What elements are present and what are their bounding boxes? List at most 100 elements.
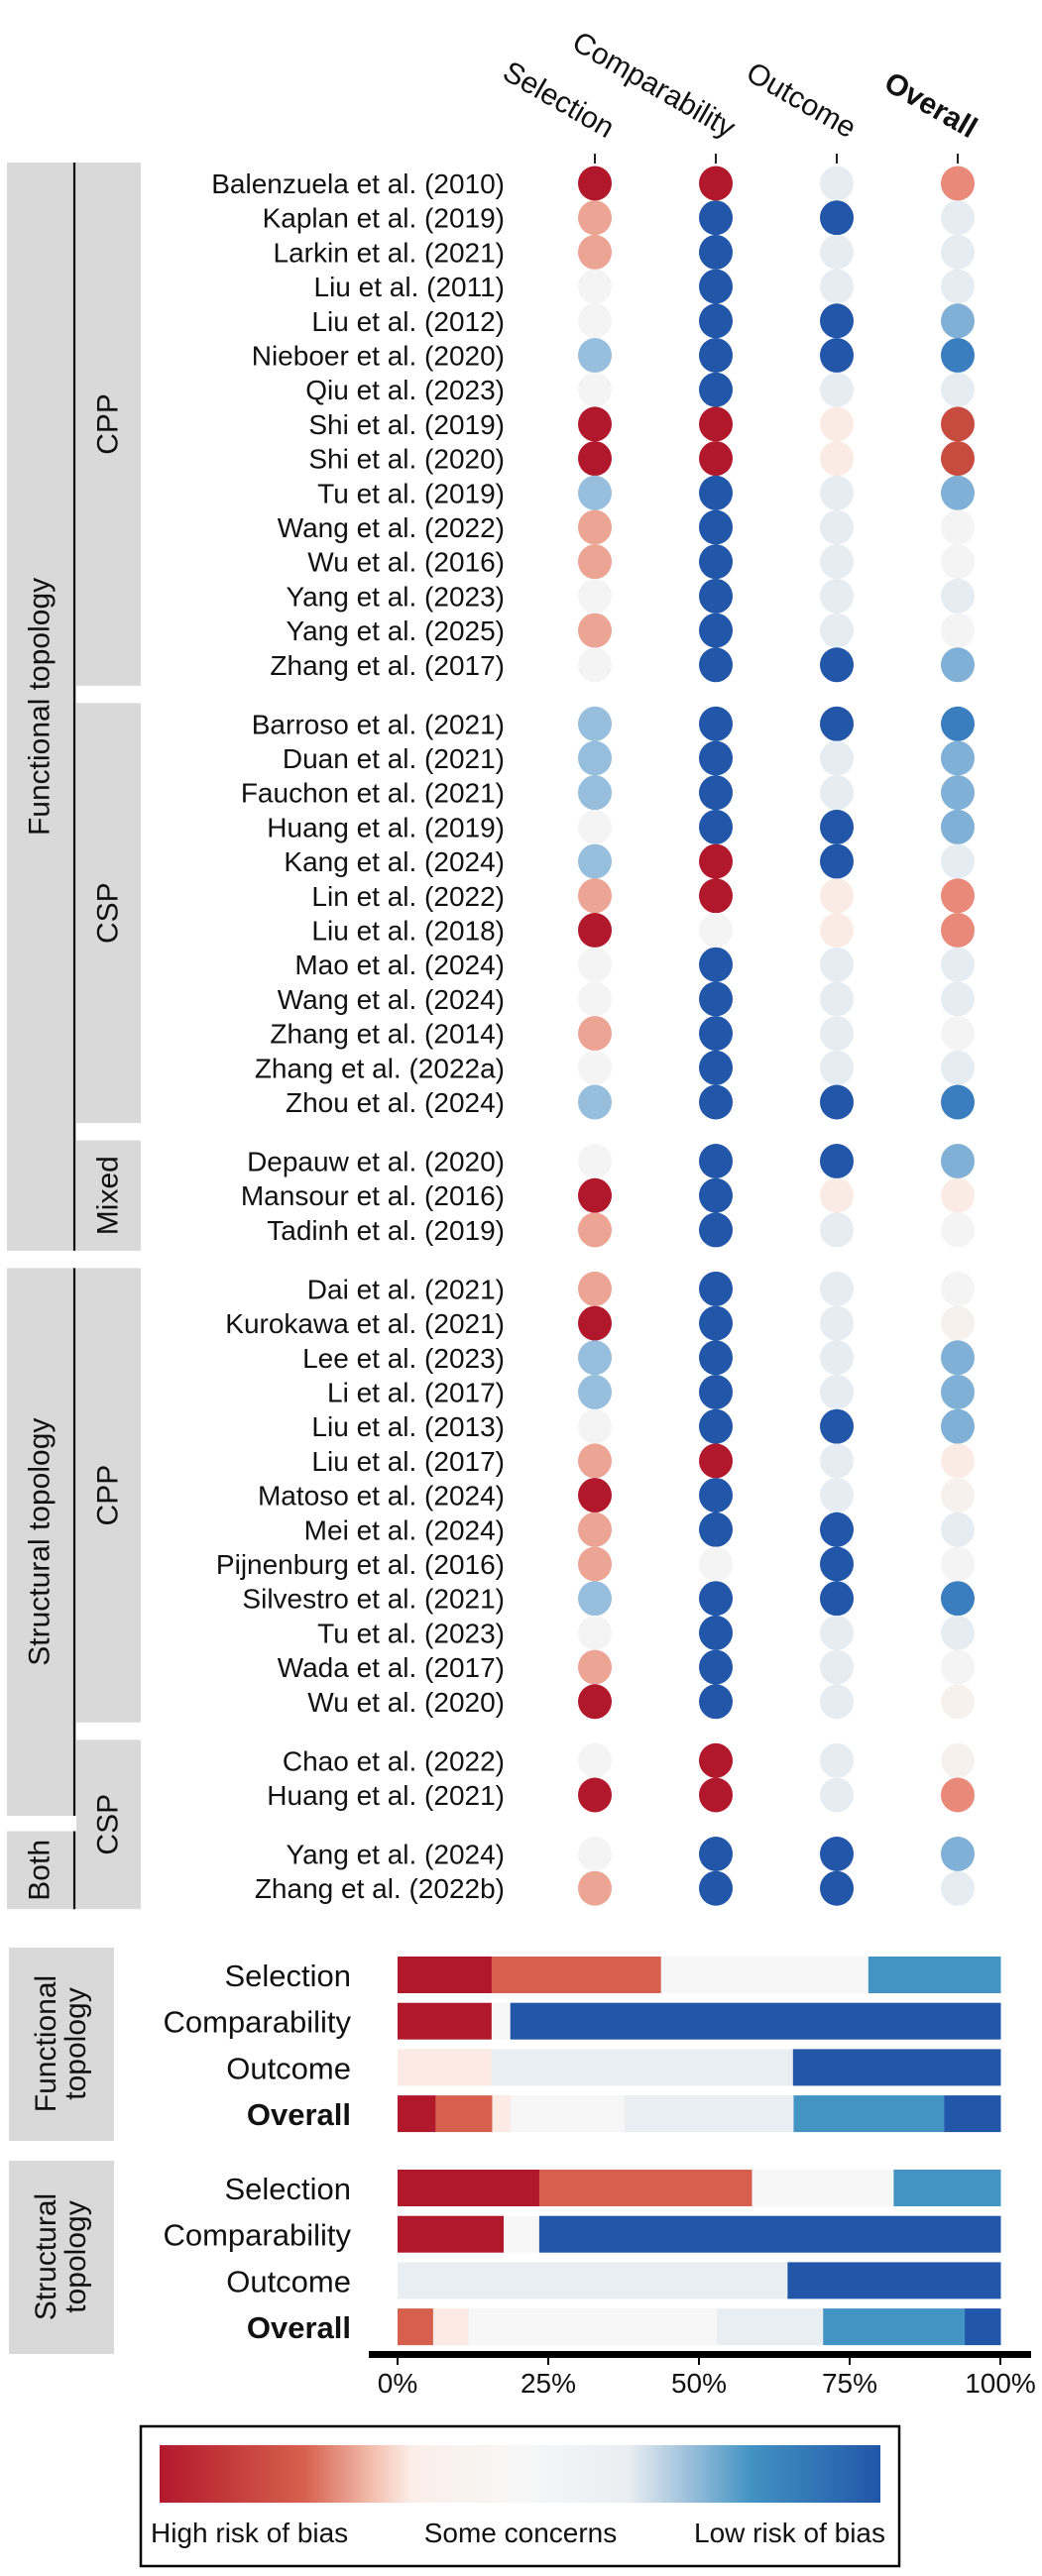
rating-dot-outcome bbox=[820, 1742, 854, 1778]
rating-dot-comparability bbox=[699, 878, 733, 914]
rating-dot-selection bbox=[578, 1742, 612, 1778]
rating-dot-outcome bbox=[820, 372, 854, 407]
study-label: Dai et al. (2021) bbox=[307, 1274, 505, 1304]
rating-dot-comparability bbox=[699, 1870, 733, 1906]
study-label: Zhang et al. (2017) bbox=[270, 650, 505, 681]
study-label: Balenzuela et al. (2010) bbox=[211, 168, 505, 199]
rating-dot-comparability bbox=[699, 1512, 733, 1547]
bar-row-label: Comparability bbox=[163, 2005, 351, 2040]
study-label: Wu et al. (2016) bbox=[307, 547, 505, 578]
bar-row-label: Selection bbox=[224, 2172, 351, 2206]
study-label: Kang et al. (2024) bbox=[284, 846, 505, 877]
study-row: Liu et al. (2012) bbox=[311, 303, 975, 339]
rating-dot-outcome bbox=[820, 578, 854, 614]
x-tick-label: 25% bbox=[521, 2368, 576, 2399]
rating-dot-overall bbox=[941, 775, 975, 811]
rating-dot-comparability bbox=[699, 1212, 733, 1248]
rating-dot-overall bbox=[941, 441, 975, 477]
study-row: Larkin et al. (2021) bbox=[274, 234, 975, 270]
rating-dot-selection bbox=[578, 406, 612, 442]
rating-dot-selection bbox=[578, 303, 612, 339]
rating-dot-selection bbox=[578, 1271, 612, 1306]
rating-dot-overall bbox=[941, 338, 975, 373]
rating-dot-overall bbox=[941, 809, 975, 844]
inner-group-box bbox=[76, 1268, 141, 1723]
rating-dot-outcome bbox=[820, 1084, 854, 1120]
rating-dot-outcome bbox=[820, 1837, 854, 1871]
bar-row-label: Selection bbox=[224, 1959, 351, 1993]
rating-dot-outcome bbox=[820, 843, 854, 879]
bar-group-label: Structuraltopology bbox=[30, 2193, 92, 2320]
inner-group-label: CSP bbox=[92, 882, 125, 944]
inner-group-label: CPP bbox=[92, 1465, 125, 1526]
rating-dot-outcome bbox=[820, 1581, 854, 1617]
study-label: Lee et al. (2023) bbox=[302, 1343, 505, 1374]
rating-dot-selection bbox=[578, 1649, 612, 1685]
study-row: Wu et al. (2020) bbox=[307, 1684, 975, 1720]
rating-dot-selection bbox=[578, 1050, 612, 1085]
bar-segment-H bbox=[398, 2170, 540, 2206]
rating-dot-selection bbox=[578, 1375, 612, 1409]
rating-dot-comparability bbox=[699, 1837, 733, 1871]
rating-dot-outcome bbox=[820, 1408, 854, 1444]
rating-dot-selection bbox=[578, 1615, 612, 1650]
rating-dot-selection bbox=[578, 809, 612, 844]
bar-segment-H bbox=[398, 1957, 493, 1993]
rating-dot-outcome bbox=[820, 1615, 854, 1650]
study-row: Liu et al. (2011) bbox=[314, 269, 975, 304]
rating-dot-overall bbox=[941, 1177, 975, 1213]
rating-dot-selection bbox=[578, 269, 612, 304]
rating-dot-selection bbox=[578, 1478, 612, 1513]
study-row: Chao et al. (2022) bbox=[283, 1742, 975, 1778]
study-row: Liu et al. (2013) bbox=[311, 1408, 975, 1444]
study-row: Barroso et al. (2021) bbox=[252, 706, 975, 741]
study-row: Mei et al. (2024) bbox=[304, 1512, 975, 1547]
rating-dot-comparability bbox=[699, 338, 733, 373]
summary-bar-chart: Functionaltopology Selection Comparability… bbox=[9, 1948, 1036, 2399]
rating-dot-outcome bbox=[820, 269, 854, 304]
rating-dot-overall bbox=[941, 843, 975, 879]
bar-group-label-line: topology bbox=[59, 1987, 92, 2099]
bar-group-label: Functionaltopology bbox=[30, 1975, 92, 2112]
bar-row-label: Overall bbox=[247, 2310, 351, 2345]
domain-header-overall: Overall bbox=[878, 66, 983, 145]
study-label: Tu et al. (2023) bbox=[317, 1618, 505, 1648]
study-label: Barroso et al. (2021) bbox=[252, 709, 505, 739]
rating-dot-comparability bbox=[699, 1305, 733, 1341]
rating-dot-outcome bbox=[820, 1375, 854, 1409]
study-label: Wu et al. (2020) bbox=[307, 1687, 505, 1718]
study-row: Liu et al. (2018) bbox=[311, 913, 975, 948]
rating-dot-overall bbox=[941, 372, 975, 407]
rating-dot-overall bbox=[941, 1546, 975, 1582]
legend-label: Low risk of bias bbox=[694, 2518, 885, 2548]
rating-dot-selection bbox=[578, 509, 612, 545]
rating-dot-outcome bbox=[820, 1340, 854, 1376]
bar-segment-D bbox=[944, 2095, 1001, 2133]
rating-dot-comparability bbox=[699, 1742, 733, 1778]
rating-dot-overall bbox=[941, 475, 975, 510]
study-row: Huang et al. (2021) bbox=[267, 1777, 975, 1813]
study-row: Lee et al. (2023) bbox=[302, 1340, 975, 1376]
study-label: Li et al. (2017) bbox=[327, 1378, 505, 1408]
rating-dot-selection bbox=[578, 1443, 612, 1479]
rating-dot-overall bbox=[941, 1581, 975, 1617]
rating-dot-comparability bbox=[699, 544, 733, 580]
rating-dot-overall bbox=[941, 1443, 975, 1479]
study-row: Silvestro et al. (2021) bbox=[242, 1581, 975, 1617]
study-label: Zhou et al. (2024) bbox=[286, 1087, 505, 1118]
rating-dot-outcome bbox=[820, 303, 854, 339]
bar-segment-M bbox=[491, 1957, 662, 1993]
bar-segment-M bbox=[398, 2308, 434, 2346]
study-label: Liu et al. (2017) bbox=[311, 1446, 505, 1477]
study-label: Mao et al. (2024) bbox=[294, 950, 505, 980]
legend-label: High risk of bias bbox=[151, 2518, 348, 2548]
study-row: Zhou et al. (2024) bbox=[286, 1084, 975, 1120]
rating-dot-selection bbox=[578, 1305, 612, 1341]
bar-row-label: Outcome bbox=[226, 2264, 351, 2298]
study-row: Tu et al. (2019) bbox=[317, 475, 975, 510]
rating-dot-selection bbox=[578, 1777, 612, 1813]
rating-dot-overall bbox=[941, 913, 975, 948]
rating-dot-overall bbox=[941, 1649, 975, 1685]
study-row: Kaplan et al. (2019) bbox=[263, 200, 975, 236]
study-label: Tu et al. (2019) bbox=[317, 478, 505, 508]
